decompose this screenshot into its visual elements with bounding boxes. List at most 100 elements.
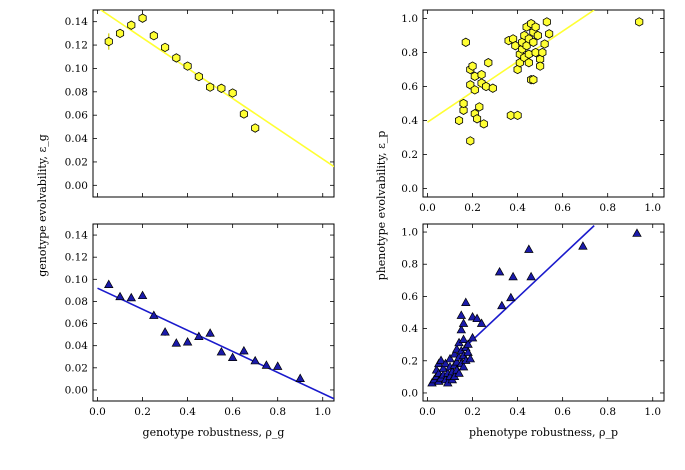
data-point [533, 30, 542, 41]
y-tick-label: 1.0 [401, 13, 418, 25]
data-point [578, 241, 588, 250]
y-tick-label: 0.4 [401, 115, 418, 127]
y-tick-label: 0.04 [65, 340, 89, 352]
data-point [531, 47, 540, 58]
y-tick-label: 0.8 [401, 47, 418, 59]
data-point [228, 88, 237, 98]
data-point [463, 347, 473, 356]
x-tick-label: 1.0 [644, 202, 661, 214]
x-tick-label: 0.8 [269, 406, 286, 418]
y-tick-label: 0.02 [65, 362, 88, 374]
panel-top-left: 0.00 0.02 0.04 0.06 0.08 0.10 0.12 0.14 [65, 9, 335, 198]
x-tick-label: 0.2 [464, 202, 481, 214]
data-point [272, 361, 283, 370]
data-point [466, 136, 475, 146]
data-point [476, 318, 487, 327]
panel-bottom-left: 0.0 0.2 0.4 0.6 0.8 1.0 0.00 0.02 0.04 0.06 0.08 0.… [65, 223, 335, 418]
y-tick-label: 0.0 [401, 387, 418, 399]
y-tick-label: 0.08 [65, 86, 88, 98]
y-tick-label: 0.2 [401, 149, 418, 161]
y-tick-label: 0.6 [401, 81, 418, 93]
data-point [459, 105, 468, 115]
axes-frame [422, 223, 665, 402]
data-point [438, 363, 449, 372]
x-tick-label: 0.6 [224, 406, 241, 418]
y-tick-label: 0.6 [401, 291, 418, 303]
data-point [545, 29, 554, 39]
data-point [538, 47, 547, 58]
data-point [632, 228, 642, 237]
y-tick-label: 0.06 [65, 318, 89, 330]
left-x-axis-label: genotype robustness, ρ_g [143, 426, 285, 439]
data-point [194, 71, 203, 82]
data-point [506, 292, 516, 302]
x-tick-label: 0.4 [509, 406, 526, 418]
panels: 0.000.020.040.060.080.100.120.140.0 0.2 0.… [65, 9, 665, 418]
y-tick-label: 0.2 [401, 355, 418, 367]
data-point [526, 271, 536, 281]
data-point [217, 83, 226, 93]
data-point [635, 17, 644, 27]
data-point [454, 115, 464, 126]
data-point [506, 110, 515, 121]
data-point [137, 290, 148, 300]
y-tick-label: 0.00 [65, 180, 88, 192]
x-tick-label: 0.8 [599, 406, 616, 418]
y-tick-label: 0.4 [401, 323, 418, 335]
data-point [194, 331, 204, 340]
data-point [508, 271, 518, 281]
data-point [513, 64, 522, 75]
data-point [436, 355, 446, 364]
x-tick-label: 0.4 [509, 202, 526, 214]
data-point [454, 368, 464, 377]
data-point [104, 279, 114, 288]
y-tick-label: 0.02 [65, 156, 88, 168]
data-point [470, 71, 479, 81]
axes-frame [92, 9, 335, 198]
y-tick-label: 0.12 [65, 252, 88, 264]
x-tick-label: 0.0 [419, 202, 436, 214]
data-point [540, 39, 549, 49]
x-tick-label: 1.0 [644, 406, 661, 418]
data-point [104, 36, 113, 47]
fit-line [97, 287, 334, 400]
fit-line [427, 10, 595, 123]
data-point [542, 17, 551, 27]
data-point [468, 61, 477, 71]
data-point [261, 360, 272, 369]
left-y-axis-label: genotype evolvability, ε_g [36, 134, 49, 277]
data-point [445, 353, 455, 363]
y-tick-label: 0.14 [65, 230, 89, 242]
x-tick-label: 0.2 [134, 406, 151, 418]
data-point [126, 292, 137, 302]
x-tick-label: 0.2 [464, 406, 481, 418]
data-point [524, 58, 533, 68]
data-point [440, 358, 451, 368]
x-tick-label: 0.0 [419, 406, 436, 418]
y-tick-label: 0.8 [401, 259, 418, 271]
x-tick-label: 1.0 [314, 406, 331, 418]
y-tick-label: 0.00 [65, 384, 88, 396]
data-point [467, 332, 478, 342]
data-point [524, 49, 533, 59]
y-tick-label: 1.0 [401, 227, 418, 239]
data-point [461, 37, 470, 47]
data-point [475, 102, 484, 112]
data-point [529, 37, 538, 47]
x-tick-label: 0.4 [179, 406, 196, 418]
data-point [529, 75, 538, 85]
data-point [149, 31, 158, 41]
data-point [456, 310, 467, 319]
data-point [524, 244, 534, 253]
y-tick-label: 0.14 [65, 16, 89, 28]
data-point [149, 310, 159, 319]
data-point [482, 81, 491, 92]
data-point [458, 334, 469, 343]
data-point [497, 300, 507, 310]
data-point [251, 123, 260, 133]
y-tick-label: 0.06 [65, 110, 89, 122]
data-point [511, 41, 520, 51]
data-point [183, 61, 192, 71]
data-point [295, 373, 305, 382]
